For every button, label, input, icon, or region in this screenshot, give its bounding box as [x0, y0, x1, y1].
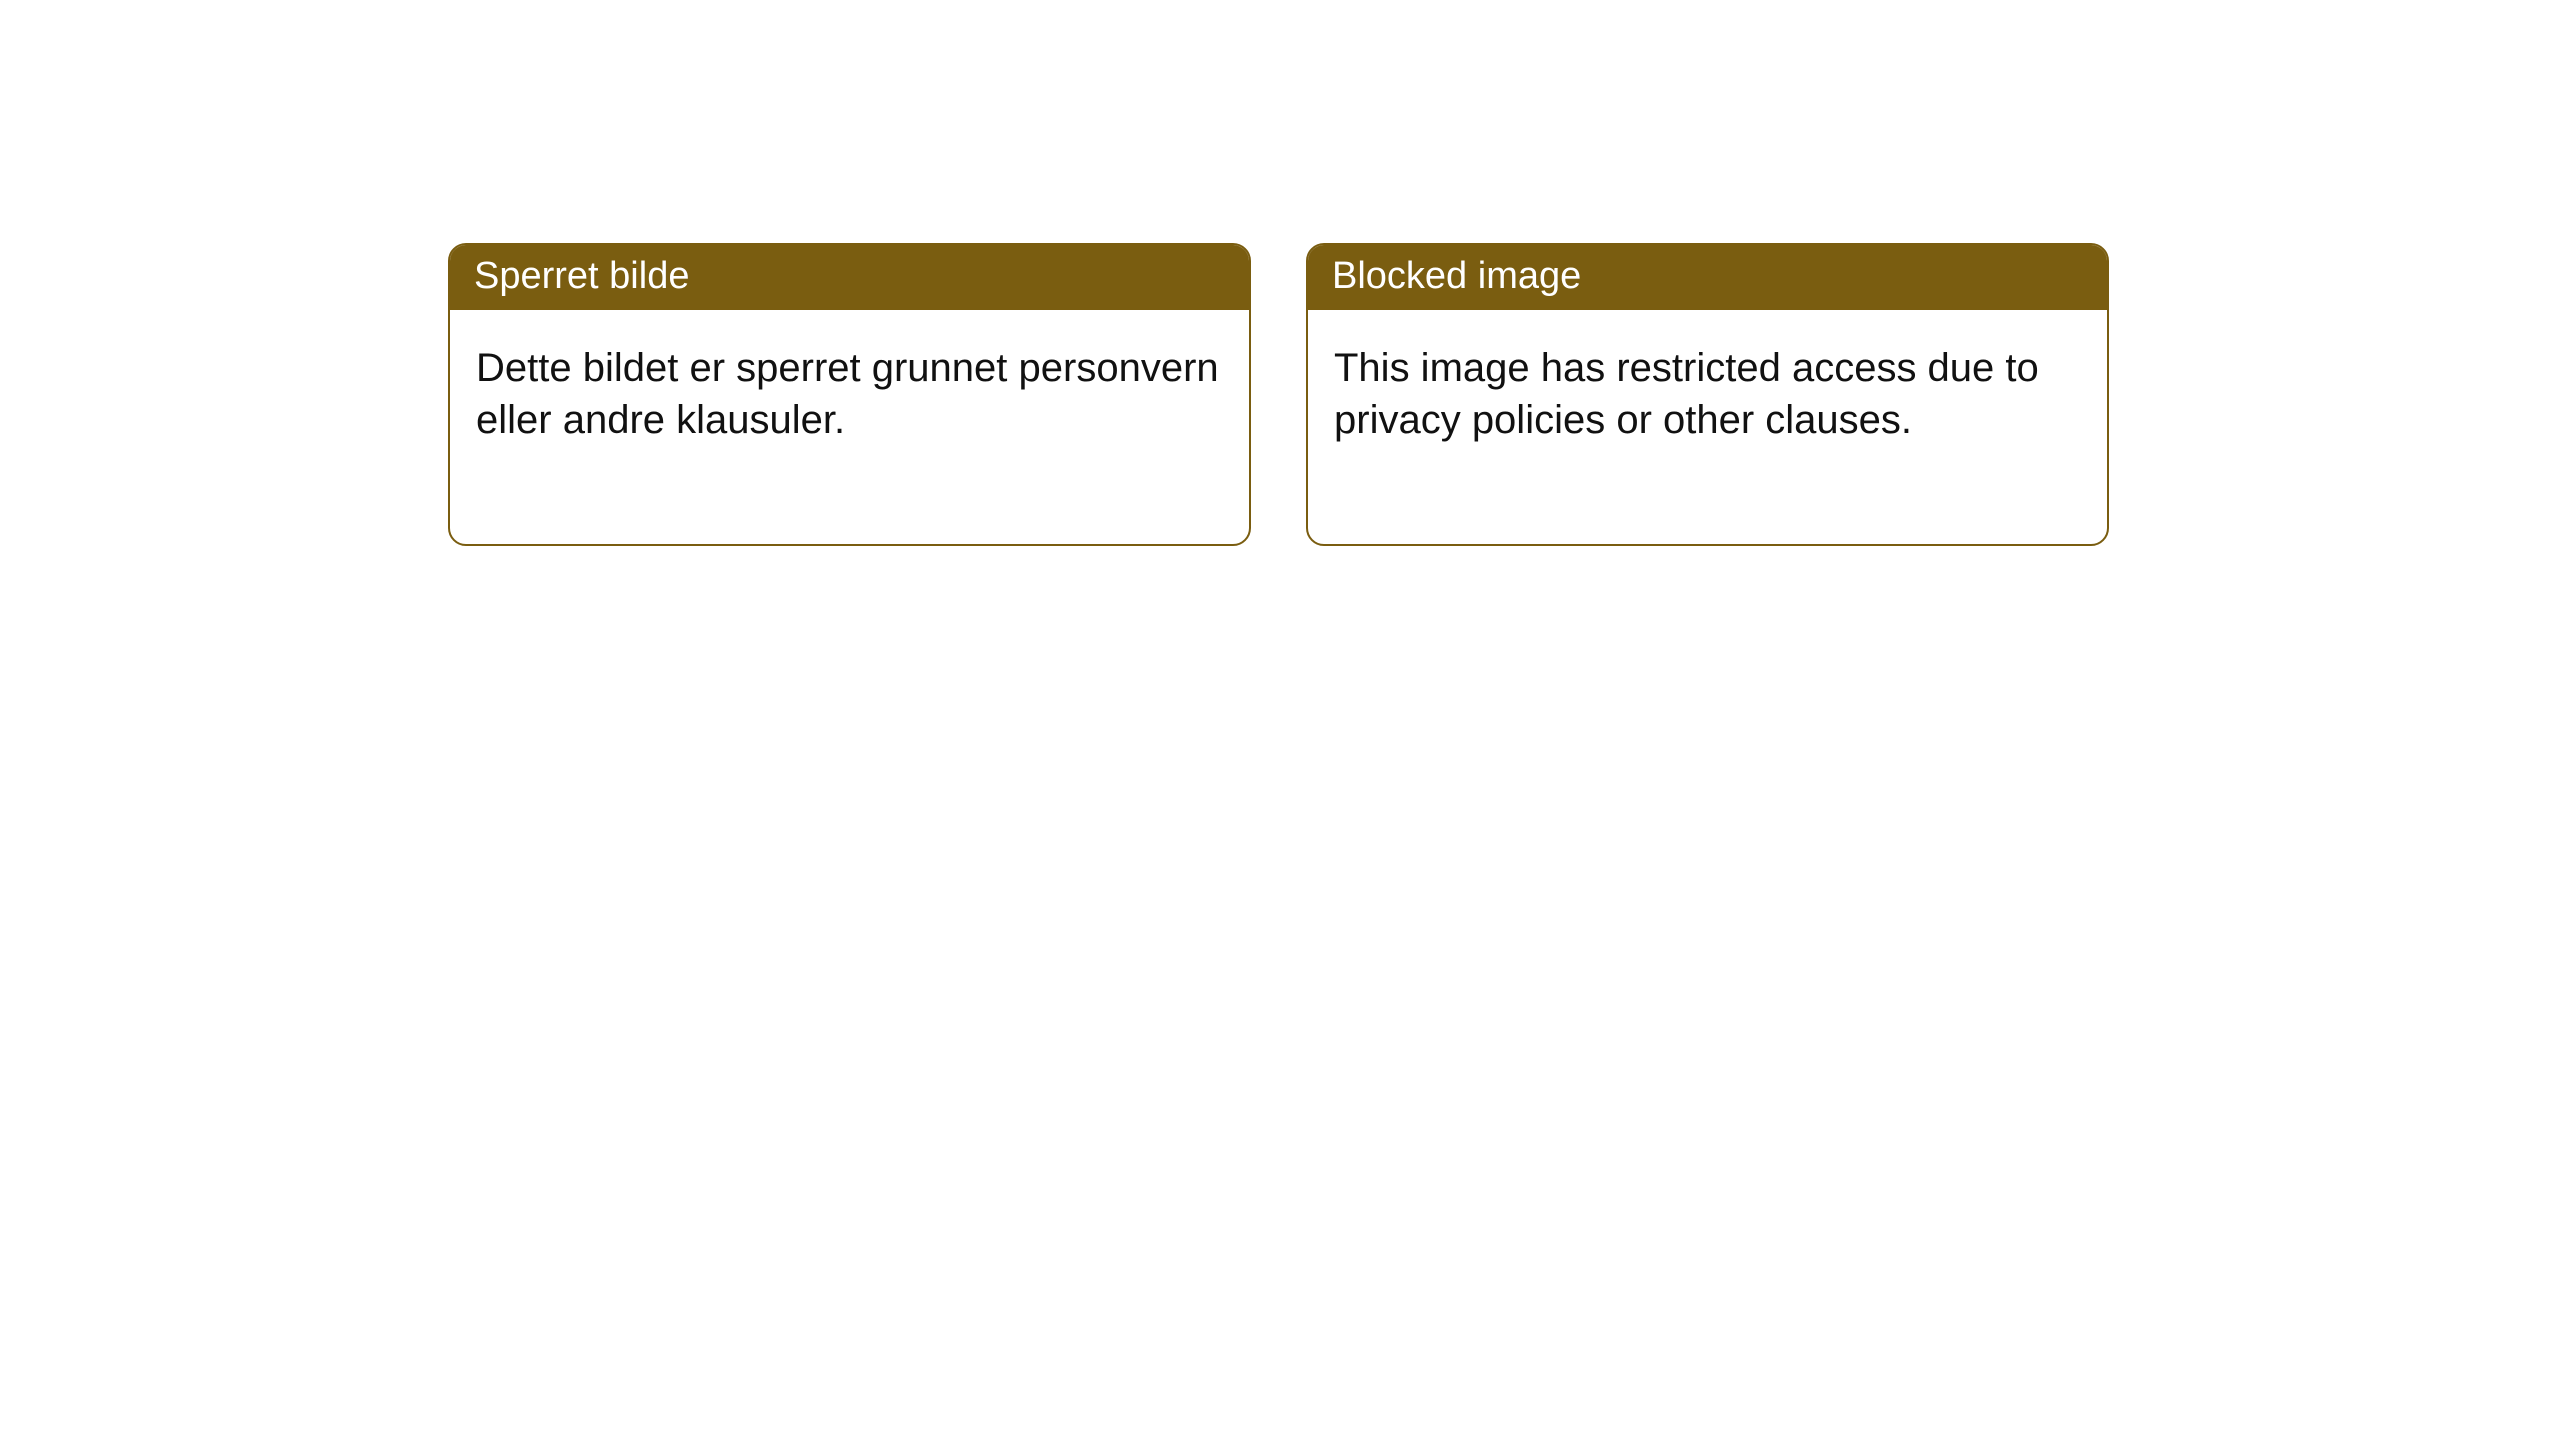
card-title-norwegian: Sperret bilde	[474, 255, 689, 297]
card-body-norwegian: Dette bildet er sperret grunnet personve…	[450, 310, 1249, 544]
card-header-norwegian: Sperret bilde	[450, 245, 1249, 310]
cards-container: Sperret bilde Dette bildet er sperret gr…	[448, 243, 2109, 546]
card-body-text-norwegian: Dette bildet er sperret grunnet personve…	[476, 346, 1219, 442]
card-body-text-english: This image has restricted access due to …	[1334, 346, 2039, 442]
card-header-english: Blocked image	[1308, 245, 2107, 310]
card-title-english: Blocked image	[1332, 255, 1581, 297]
card-norwegian: Sperret bilde Dette bildet er sperret gr…	[448, 243, 1251, 546]
card-body-english: This image has restricted access due to …	[1308, 310, 2107, 544]
card-english: Blocked image This image has restricted …	[1306, 243, 2109, 546]
